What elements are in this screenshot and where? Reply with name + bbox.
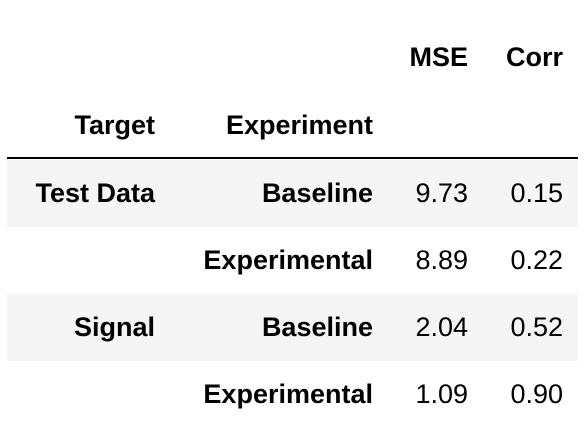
column-header: Corr [505,42,563,72]
value-cell: 0.22 [510,245,563,275]
experiment-label: Baseline [261,312,373,342]
index-header: Target [74,110,155,140]
column-header: MSE [409,42,468,72]
value-cell: 9.73 [415,178,468,208]
value-cell: 0.90 [510,379,563,409]
experiment-label: Experimental [203,245,373,275]
value-cell: 8.89 [415,245,468,275]
experiment-label: Experimental [203,379,373,409]
target-label: Signal [73,312,155,342]
value-cell: 1.09 [415,379,468,409]
target-label: Test Data [35,178,155,208]
value-cell: 0.52 [510,312,563,342]
value-cell: 2.04 [415,312,468,342]
row-stripe [7,294,578,361]
experiment-label: Baseline [261,178,373,208]
index-header: Experiment [225,110,373,140]
header-rule [7,157,578,159]
value-cell: 0.15 [510,178,563,208]
row-stripe [7,160,578,227]
